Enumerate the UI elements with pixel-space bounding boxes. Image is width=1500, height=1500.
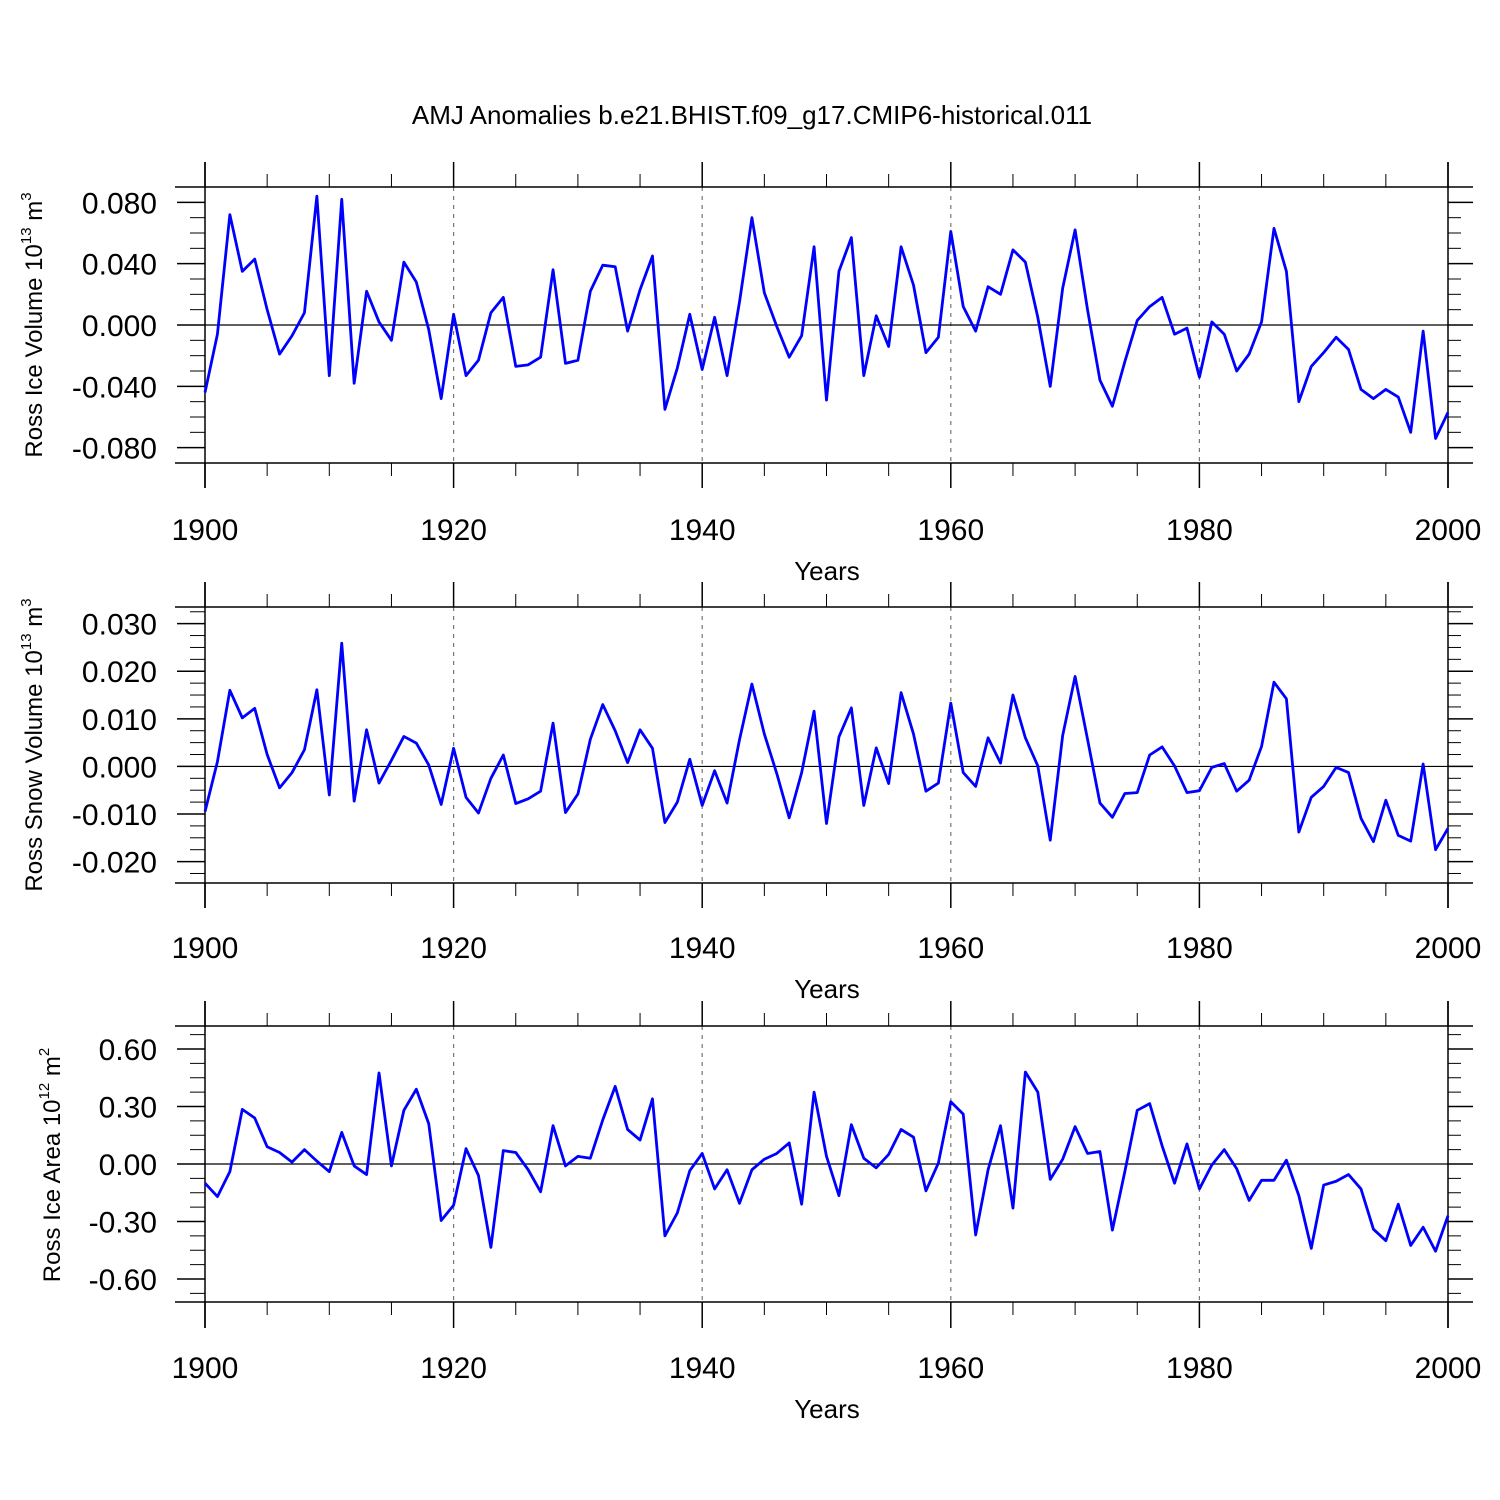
chart-panel-3: 0.60 0.30 0.00 -0.30 -0.60 1900 1920 1940 1960 19… xyxy=(36,1001,1481,1424)
y-tick-label: -0.020 xyxy=(72,847,157,880)
y-tick-label: 0.000 xyxy=(82,310,157,343)
y-axis-label-text: m xyxy=(21,607,48,634)
x-tick-label: 1980 xyxy=(1166,932,1233,965)
x-tick-label: 2000 xyxy=(1415,514,1482,547)
x-tick-label: 1980 xyxy=(1166,514,1233,547)
x-tick-label: 1940 xyxy=(669,932,736,965)
series-line xyxy=(203,1070,1450,1253)
y-axis-label: Ross Ice Volume 1013 m3 xyxy=(18,192,48,457)
x-tick-label: 1920 xyxy=(420,1352,487,1385)
y-tick-label: 0.60 xyxy=(99,1034,157,1067)
y-axis-label-exponent: 13 xyxy=(18,227,35,244)
y-tick-label: -0.60 xyxy=(89,1264,157,1297)
y-axis-label-exponent: 3 xyxy=(18,192,35,200)
y-axis-label-text: m xyxy=(21,201,48,228)
y-axis-label-text: Ross Ice Volume 10 xyxy=(21,244,48,457)
x-tick-label: 1920 xyxy=(420,932,487,965)
x-tick-label: 1900 xyxy=(172,514,239,547)
x-tick-label: 2000 xyxy=(1415,1352,1482,1385)
x-tick-label: 1960 xyxy=(917,514,984,547)
x-tick-label: 2000 xyxy=(1415,932,1482,965)
x-tick-label: 1900 xyxy=(172,1352,239,1385)
y-tick-label: 0.00 xyxy=(99,1149,157,1182)
x-axis-label: Years xyxy=(794,974,860,1004)
y-axis-label-text: m xyxy=(39,1056,66,1083)
y-tick-label: -0.010 xyxy=(72,799,157,832)
y-tick-label: -0.30 xyxy=(89,1207,157,1240)
y-tick-label: 0.080 xyxy=(82,187,157,220)
chart-title: AMJ Anomalies b.e21.BHIST.f09_g17.CMIP6-… xyxy=(412,100,1092,130)
y-tick-label: 0.040 xyxy=(82,249,157,282)
series-line xyxy=(203,641,1450,852)
x-tick-label: 1940 xyxy=(669,1352,736,1385)
x-tick-label: 1960 xyxy=(917,1352,984,1385)
y-tick-label: -0.040 xyxy=(72,371,157,404)
y-tick-label: 0.30 xyxy=(99,1092,157,1125)
series-line xyxy=(203,194,1450,440)
y-axis-label-text: Ross Snow Volume 10 xyxy=(21,650,48,891)
y-axis-label-exponent: 2 xyxy=(36,1048,53,1056)
y-axis-label-text: Ross Ice Area 10 xyxy=(39,1099,66,1282)
x-axis-label: Years xyxy=(794,556,860,586)
x-tick-label: 1900 xyxy=(172,932,239,965)
y-tick-label: -0.080 xyxy=(72,433,157,466)
x-tick-label: 1940 xyxy=(669,514,736,547)
x-axis-label: Years xyxy=(794,1394,860,1424)
y-axis-label-exponent: 3 xyxy=(18,598,35,606)
y-axis-label: Ross Ice Area 1012 m2 xyxy=(36,1048,66,1282)
y-tick-label: 0.000 xyxy=(82,751,157,784)
y-axis-label-exponent: 13 xyxy=(18,633,35,650)
chart-panel-2: 0.030 0.020 0.010 0.000 -0.010 -0.020 1900 1920… xyxy=(18,582,1481,1004)
chart-panel-1: 0.080 0.040 0.000 -0.040 -0.080 1900 1920 1940 1… xyxy=(18,162,1481,586)
y-axis-label: Ross Snow Volume 1013 m3 xyxy=(18,598,48,891)
y-tick-label: 0.030 xyxy=(82,609,157,642)
y-tick-label: 0.010 xyxy=(82,704,157,737)
y-tick-label: 0.020 xyxy=(82,656,157,689)
x-tick-label: 1920 xyxy=(420,514,487,547)
x-tick-label: 1980 xyxy=(1166,1352,1233,1385)
x-tick-label: 1960 xyxy=(917,932,984,965)
y-axis-label-exponent: 12 xyxy=(36,1083,53,1100)
